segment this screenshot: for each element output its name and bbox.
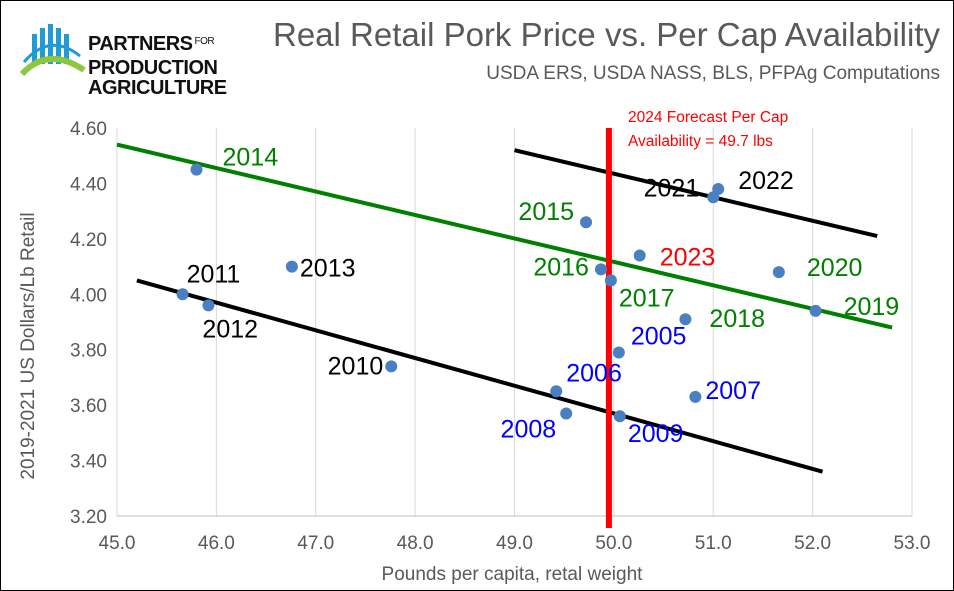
forecast-annotation: 2024 Forecast Per Cap Availability = 49.… [628,106,788,154]
point-label-2008: 2008 [501,415,557,443]
chart-title: Real Retail Pork Price vs. Per Cap Avail… [273,16,940,53]
grid-lines [116,128,913,516]
point-label-2009: 2009 [628,420,684,448]
x-tick-label: 53.0 [894,533,931,554]
data-point-2020 [772,266,785,279]
data-point-2013 [285,260,298,273]
point-label-2016: 2016 [533,253,589,281]
data-points [176,163,822,423]
data-point-2019 [809,304,822,317]
trend-line [116,142,893,330]
x-tick-label: 45.0 [99,533,136,554]
y-axis-label: 2019-2021 US Dollars/Lb Retail [18,212,39,479]
data-point-2023 [633,249,646,262]
data-point-2011 [176,288,189,301]
x-axis-label: Pounds per capita, retal weight [382,564,644,585]
trend-line [136,278,824,474]
point-label-2006: 2006 [566,359,622,387]
x-tick-label: 52.0 [794,533,831,554]
y-tick-label: 3.60 [70,396,107,417]
data-point-2016 [594,263,607,276]
data-point-2009 [613,410,626,423]
point-label-2010: 2010 [328,352,384,380]
chart-subtitle: USDA ERS, USDA NASS, BLS, PFPAg Computat… [486,63,940,84]
point-label-2013: 2013 [300,255,356,283]
wheat-icon [19,24,86,77]
point-label-2019: 2019 [844,293,900,321]
forecast-annotation-line1: 2024 Forecast Per Cap [628,109,789,126]
point-label-2014: 2014 [223,144,279,172]
data-point-2014 [190,163,203,176]
data-point-2010 [385,360,398,373]
data-point-2008 [560,407,573,420]
logo-text: PARTNERS FOR PRODUCTION AGRICULTURE [88,33,227,99]
data-point-2022 [712,182,725,195]
point-label-2015: 2015 [518,198,574,226]
y-tick-label: 4.20 [70,230,107,251]
y-tick-label: 3.20 [70,507,107,528]
data-point-2015 [580,216,593,229]
y-tick-label: 3.80 [70,341,107,362]
x-tick-label: 50.0 [595,533,632,554]
data-point-2017 [604,274,617,287]
point-label-2022: 2022 [738,167,794,195]
y-tick-label: 3.40 [70,452,107,473]
trend-lines [116,142,893,474]
x-tick-label: 48.0 [397,533,434,554]
point-label-2012: 2012 [202,315,258,343]
point-label-2023: 2023 [660,243,716,271]
y-tick-label: 4.40 [70,174,107,195]
x-tick-label: 51.0 [695,533,732,554]
x-tick-label: 49.0 [496,533,533,554]
y-tick-label: 4.00 [70,285,107,306]
point-label-2017: 2017 [619,284,675,312]
point-label-2021: 2021 [644,174,700,202]
y-tick-label: 4.60 [70,119,107,140]
point-label-2018: 2018 [709,305,765,333]
partners-logo: PARTNERS FOR PRODUCTION AGRICULTURE [18,12,227,98]
data-point-2005 [612,346,625,359]
x-tick-label: 47.0 [297,533,334,554]
point-labels: 2005 2006 2007 2008 2009 2010 2011 2012 2013 2014… [187,144,900,449]
point-label-2020: 2020 [807,254,863,282]
point-label-2011: 2011 [187,260,241,288]
data-point-2006 [550,385,563,398]
data-point-2018 [679,313,692,326]
trend-line [514,148,878,239]
data-point-2012 [202,299,215,312]
forecast-annotation-line2: Availability = 49.7 lbs [628,133,773,150]
axes: 45.0 46.0 47.0 48.0 49.0 50.0 51.0 52.0 53.0 3.20… [70,119,930,554]
x-tick-label: 46.0 [198,533,235,554]
point-label-2005: 2005 [631,322,687,350]
point-label-2007: 2007 [705,377,761,405]
data-point-2007 [689,390,702,403]
